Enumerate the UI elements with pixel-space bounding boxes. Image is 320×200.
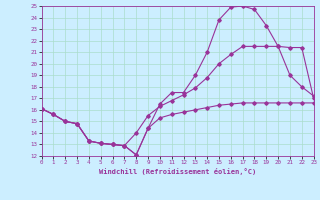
X-axis label: Windchill (Refroidissement éolien,°C): Windchill (Refroidissement éolien,°C) [99, 168, 256, 175]
